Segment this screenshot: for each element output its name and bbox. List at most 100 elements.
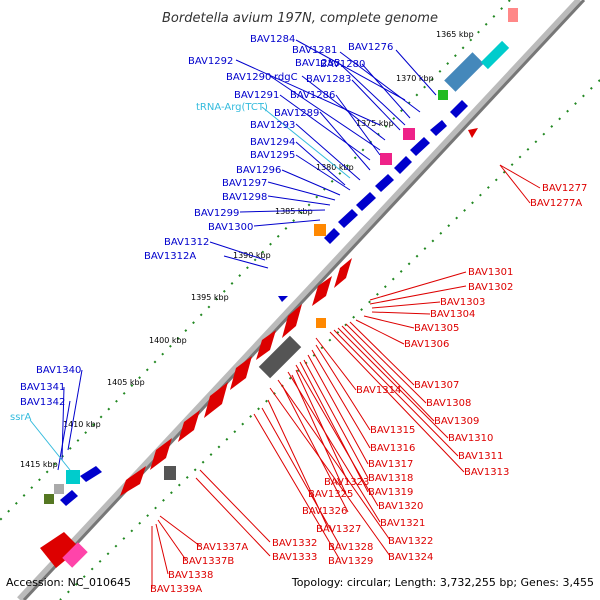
- reverse-gene-labels: BAV1277 BAV1277A BAV1301 BAV1302 BAV1303…: [150, 183, 587, 595]
- gene-arrow: [375, 174, 394, 192]
- gene-label[interactable]: BAV1281: [292, 45, 337, 56]
- gene-label[interactable]: BAV1315: [370, 425, 415, 436]
- gene-label[interactable]: BAV1280: [320, 59, 365, 70]
- gene-arrow: [410, 137, 430, 156]
- gene-label[interactable]: BAV1291: [234, 90, 279, 101]
- feature-block: [508, 8, 518, 22]
- gene-label[interactable]: BAV1333: [272, 552, 317, 563]
- gene-arrow: [356, 192, 376, 211]
- forward-gene-labels: BAV1284 BAV1281 BAV1276 BAV1292 BAV1285 …: [20, 34, 393, 408]
- gene-label[interactable]: BAV1340: [36, 365, 81, 376]
- tick-label: 1380 kbp: [316, 163, 354, 172]
- gene-label[interactable]: BAV1296: [236, 165, 281, 176]
- gene-label[interactable]: BAV1297: [222, 178, 267, 189]
- gene-label[interactable]: BAV1303: [440, 297, 485, 308]
- gene-arrow: [282, 304, 302, 338]
- gene-label[interactable]: BAV1300: [208, 222, 253, 233]
- gene-label[interactable]: BAV1338: [168, 570, 213, 581]
- gene-label[interactable]: BAV1320: [378, 501, 423, 512]
- gene-label[interactable]: BAV1293: [250, 120, 295, 131]
- gene-label[interactable]: BAV1301: [468, 267, 513, 278]
- gene-label[interactable]: BAV1321: [380, 518, 425, 529]
- gene-label[interactable]: BAV1295: [250, 150, 295, 161]
- gene-label[interactable]: BAV1325: [308, 489, 353, 500]
- feature-block: [316, 318, 326, 328]
- gene-label[interactable]: BAV1341: [20, 382, 65, 393]
- gene-label[interactable]: BAV1298: [222, 192, 267, 203]
- gene-label[interactable]: BAV1286: [290, 90, 335, 101]
- tick-label: 1410 kbp: [63, 420, 101, 429]
- rna-label[interactable]: tRNA-Arg(TCT): [196, 102, 268, 113]
- gene-label[interactable]: BAV1305: [414, 323, 459, 334]
- gene-label[interactable]: BAV1337A: [196, 542, 248, 553]
- gene-label[interactable]: BAV1342: [20, 397, 65, 408]
- gene-label[interactable]: BAV1337B: [182, 556, 234, 567]
- gene-label[interactable]: BAV1283: [306, 74, 351, 85]
- feature-block: [258, 335, 302, 379]
- gene-label[interactable]: BAV1309: [434, 416, 479, 427]
- gene-label[interactable]: BAV1317: [368, 459, 413, 470]
- feature-block: [44, 494, 54, 504]
- gene-label[interactable]: BAV1292: [188, 56, 233, 67]
- tick-label: 1400 kbp: [149, 336, 187, 345]
- feature-block: [164, 466, 176, 480]
- ruler-ticks: 1365 kbp 1370 kbp 1375 kbp 1380 kbp 1385…: [20, 30, 474, 469]
- tick-label: 1370 kbp: [396, 74, 434, 83]
- gene-arrow: [178, 410, 200, 442]
- gene-label[interactable]: BAV1324: [388, 552, 433, 563]
- gene-arrow: [150, 438, 172, 470]
- gene-arrow: [80, 466, 102, 482]
- gene-label[interactable]: BAV1322: [388, 536, 433, 547]
- gene-label[interactable]: BAV1339A: [150, 584, 202, 595]
- gene-label[interactable]: BAV1289: [274, 108, 319, 119]
- summary-text: Topology: circular; Length: 3,732,255 bp…: [291, 576, 594, 589]
- gene-label[interactable]: BAV1277A: [530, 198, 582, 209]
- rna-leader-line: [261, 106, 351, 179]
- feature-block: [314, 224, 326, 236]
- gene-label[interactable]: BAV1314: [356, 385, 401, 396]
- gene-label[interactable]: BAV1302: [468, 282, 513, 293]
- gene-label[interactable]: BAV1307: [414, 380, 459, 391]
- gene-label[interactable]: BAV1316: [370, 443, 415, 454]
- feature-block: [54, 484, 64, 494]
- gene-label[interactable]: BAV1299: [194, 208, 239, 219]
- outer-dotted-ruler: [0, 0, 511, 521]
- gene-label[interactable]: BAV1285: [295, 58, 340, 69]
- forward-genes: [60, 100, 468, 506]
- rna-label[interactable]: ssrA: [10, 412, 32, 423]
- gene-label[interactable]: BAV1319: [368, 487, 413, 498]
- gene-label[interactable]: BAV1304: [430, 309, 475, 320]
- gene-label[interactable]: BAV1326: [302, 506, 347, 517]
- gene-arrow: [450, 100, 468, 118]
- gene-label[interactable]: BAV1318: [368, 473, 413, 484]
- gene-label[interactable]: BAV1328: [328, 542, 373, 553]
- reverse-leader-lines: [151, 164, 541, 588]
- gene-label[interactable]: BAV1306: [404, 339, 449, 350]
- gene-label[interactable]: BAV1308: [426, 398, 471, 409]
- gene-arrow: [278, 296, 288, 302]
- tick-label: 1415 kbp: [20, 460, 58, 469]
- gene-arrow: [334, 258, 352, 288]
- gene-label[interactable]: BAV1329: [328, 556, 373, 567]
- gene-label[interactable]: BAV1312A: [144, 251, 196, 262]
- gene-label[interactable]: BAV1276: [348, 42, 393, 53]
- gene-label[interactable]: BAV1290: [226, 72, 271, 83]
- gene-label[interactable]: BAV1327: [316, 524, 361, 535]
- feature-block: [66, 470, 80, 484]
- tick-label: 1375 kbp: [356, 119, 394, 128]
- gene-label[interactable]: BAV1310: [448, 433, 493, 444]
- gene-arrow: [338, 209, 358, 228]
- gene-label[interactable]: BAV1294: [250, 137, 295, 148]
- gene-label[interactable]: rdgC: [274, 72, 298, 83]
- gene-arrow: [468, 128, 478, 138]
- gene-label[interactable]: BAV1323: [324, 477, 369, 488]
- gene-label[interactable]: BAV1311: [458, 451, 503, 462]
- gene-label[interactable]: BAV1277: [542, 183, 587, 194]
- accession-text: Accession: NC_010645: [6, 576, 131, 589]
- forward-leader-lines: [57, 39, 437, 471]
- gene-label[interactable]: BAV1312: [164, 237, 209, 248]
- gene-label[interactable]: BAV1284: [250, 34, 295, 45]
- gene-label[interactable]: BAV1332: [272, 538, 317, 549]
- feature-block: [438, 90, 448, 100]
- gene-label[interactable]: BAV1313: [464, 467, 509, 478]
